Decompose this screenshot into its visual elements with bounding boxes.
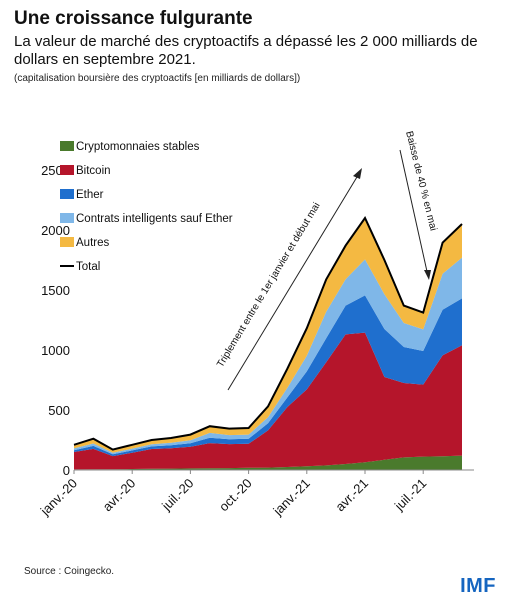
legend-label: Cryptomonnaies stables	[76, 141, 200, 153]
chart-title: Une croissance fulgurante	[14, 8, 253, 29]
y-tick-label: 1500	[41, 283, 70, 298]
stacked-areas	[74, 218, 462, 470]
y-tick-label: 2000	[41, 223, 70, 238]
x-tick-label: janv.-21	[270, 476, 313, 519]
legend-label: Total	[76, 261, 100, 273]
legend-swatch	[60, 213, 74, 223]
chart-unit-note: (capitalisation boursière des cryptoacti…	[14, 73, 301, 84]
x-tick-label: avr.-20	[100, 476, 139, 515]
legend-swatch	[60, 237, 74, 247]
annotation-arrow-down	[399, 149, 429, 277]
x-tick-label: juil.-21	[391, 476, 429, 514]
legend: Cryptomonnaies stables Bitcoin Ether Contra…	[60, 141, 233, 273]
total-line	[73, 216, 463, 451]
area-series-2	[74, 332, 462, 470]
legend-label: Ether	[76, 189, 104, 201]
annotation-arrowhead	[424, 270, 431, 280]
legend-swatch	[60, 141, 74, 151]
annotation-arrowhead	[353, 168, 362, 179]
y-tick-label: 0	[63, 463, 70, 478]
x-tick-label: janv.-20	[37, 476, 80, 519]
legend-swatch	[60, 189, 74, 199]
area-series-3	[74, 295, 462, 457]
legend-label: Autres	[76, 237, 109, 249]
y-tick-label: 1000	[41, 343, 70, 358]
area-series-1	[74, 455, 462, 470]
x-tick-label: avr.-21	[332, 476, 371, 515]
legend-swatch	[60, 165, 74, 175]
legend-label: Bitcoin	[76, 165, 111, 177]
imf-logo: IMF	[460, 575, 496, 597]
chart-subtitle: La valeur de marché des cryptoactifs a d…	[14, 33, 478, 68]
x-tick-label: juil.-20	[158, 476, 196, 514]
legend-label: Contrats intelligents sauf Ether	[76, 213, 233, 225]
y-tick-label: 500	[48, 403, 70, 418]
x-tick-label: oct.-20	[216, 476, 255, 515]
annotation-drop: Baisse de 40 % en mai	[403, 130, 438, 232]
source-note: Source : Coingecko.	[24, 566, 115, 577]
x-axis: janv.-20 avr.-20 juil.-20 oct.-20 janv.-21 av…	[37, 470, 429, 519]
annotation-arrow-up	[227, 171, 361, 391]
